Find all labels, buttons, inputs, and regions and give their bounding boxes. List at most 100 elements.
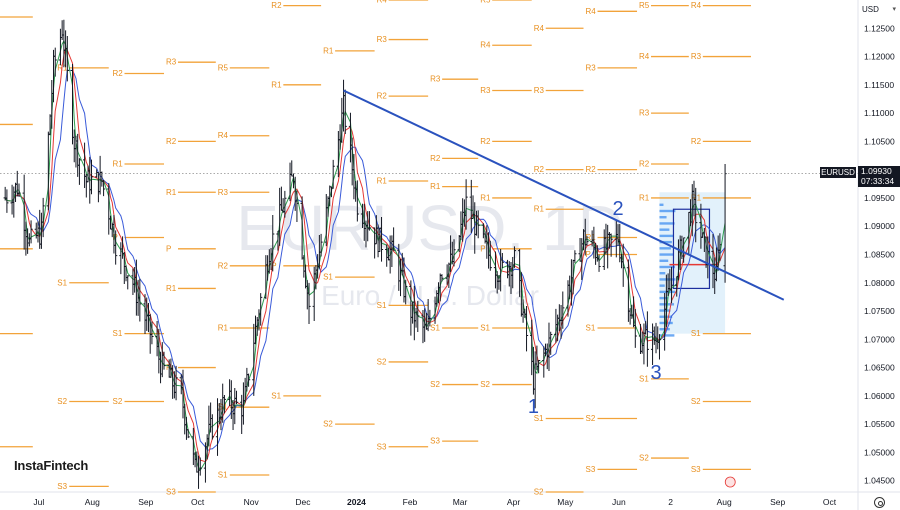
ma-slow-line <box>4 69 726 451</box>
ohlc-bar <box>98 155 102 195</box>
pivot-level-label: R1 <box>323 46 334 55</box>
pivot-level-label: S3 <box>377 442 387 451</box>
pivot-level-label: S1 <box>430 324 440 333</box>
ohlc-bar <box>96 172 101 203</box>
pivot-level-label: R4 <box>586 7 597 16</box>
ohlc-bar <box>146 302 151 333</box>
ohlc-bar <box>537 360 541 374</box>
ohlc-bar <box>13 182 18 202</box>
pivot-level-label: R3 <box>586 63 597 72</box>
ohlc-bar <box>621 243 625 287</box>
pivot-level-label: R3 <box>534 86 545 95</box>
ohlc-bar <box>76 133 80 177</box>
pivot-level-label: R2 <box>166 137 177 146</box>
x-tick-label: Oct <box>191 497 205 507</box>
ohlc-bar <box>101 179 106 197</box>
ohlc-bar <box>669 266 674 304</box>
x-tick-label: May <box>557 497 574 507</box>
pivot-level-label: R3 <box>218 188 229 197</box>
alert-icon <box>724 476 736 488</box>
volume-profile-bar <box>659 216 667 219</box>
pivot-level-label: R3 <box>480 86 491 95</box>
volume-profile-bar <box>659 228 670 231</box>
ohlc-bar <box>126 275 130 290</box>
ohlc-bar <box>131 268 135 295</box>
pivot-level-label: S2 <box>586 414 596 423</box>
x-tick-label: Oct <box>823 497 837 507</box>
volume-profile-bar <box>659 296 668 300</box>
currency-selector[interactable]: USD ▾ <box>860 2 898 16</box>
ohlc-bar <box>234 390 239 405</box>
x-tick-label: Apr <box>507 497 520 507</box>
ohlc-bar <box>573 250 577 263</box>
pivot-level-label: S1 <box>57 278 67 287</box>
pivot-level-label: S3 <box>586 465 596 474</box>
ohlc-bar <box>488 240 492 271</box>
pivot-level-label: S2 <box>534 488 544 497</box>
ohlc-bar <box>476 210 480 239</box>
pivot-level-label: S1 <box>480 324 490 333</box>
ohlc-bar <box>65 35 69 82</box>
ohlc-bar <box>228 379 232 406</box>
ohlc-bar <box>245 367 249 392</box>
ohlc-bar <box>657 334 662 360</box>
pivot-level-label: S2 <box>639 454 649 463</box>
ohlc-bar <box>343 89 347 135</box>
pivot-level-label: R3 <box>691 52 702 61</box>
pivot-level-label: R1 <box>166 284 177 293</box>
ohlc-bar <box>210 414 214 440</box>
pivot-level-label: P <box>480 244 485 253</box>
x-tick-label: Aug <box>717 497 732 507</box>
volume-profile-bar <box>659 209 676 213</box>
ohlc-bar <box>186 429 190 439</box>
volume-profile-bar <box>659 265 676 269</box>
ohlc-bar <box>259 293 263 326</box>
x-tick-label: Nov <box>244 497 260 507</box>
pivot-level-label: S2 <box>691 397 701 406</box>
volume-profile-bar <box>659 253 674 256</box>
ohlc-bar <box>222 395 227 414</box>
watermark-description: Euro / U.S. Dollar <box>321 280 539 311</box>
pivot-level-label: R4 <box>377 0 388 5</box>
volume-profile-bar <box>659 240 672 244</box>
pivot-level-label: R5 <box>480 0 491 5</box>
pivot-level-label: R4 <box>218 131 229 140</box>
pivot-level-label: R4 <box>534 24 545 33</box>
ohlc-bar <box>682 237 686 263</box>
x-tick-label: Dec <box>295 497 311 507</box>
ohlc-bar <box>355 180 359 222</box>
ohlc-bar <box>694 187 698 243</box>
pivot-level-label: S2 <box>377 357 387 366</box>
settings-icon[interactable] <box>874 497 885 508</box>
ohlc-bar <box>331 159 335 189</box>
pivot-level-label: R1 <box>430 182 441 191</box>
ohlc-bar <box>416 300 420 333</box>
volume-profile-bar <box>659 334 675 337</box>
pivot-level-label: S2 <box>112 397 122 406</box>
ohlc-bar <box>157 328 161 374</box>
ohlc-bar <box>198 457 202 476</box>
y-tick-label: 1.08000 <box>864 278 895 288</box>
pivot-level-label: R3 <box>377 35 388 44</box>
y-tick-label: 1.11500 <box>864 80 894 90</box>
pivot-level-label: P <box>271 261 276 270</box>
ohlc-bar <box>428 309 432 327</box>
pivot-level-label: R2 <box>218 261 229 270</box>
ohlc-bar <box>150 321 154 345</box>
ohlc-bar <box>207 405 211 447</box>
ohlc-bar <box>41 197 45 238</box>
pivot-level-label: S1 <box>586 324 596 333</box>
y-tick-label: 1.09500 <box>864 193 895 203</box>
x-tick-label: Sep <box>138 497 153 507</box>
ohlc-bar <box>12 186 16 218</box>
ohlc-bar <box>138 278 142 322</box>
pivot-level-label: S1 <box>112 329 122 338</box>
pivot-level-label: S1 <box>323 273 333 282</box>
pivot-level-label: R2 <box>534 165 545 174</box>
ohlc-bar <box>718 233 722 261</box>
volume-profile-bar <box>659 222 675 225</box>
pivot-level-label: R2 <box>480 137 491 146</box>
pivot-level-label: S2 <box>480 380 490 389</box>
